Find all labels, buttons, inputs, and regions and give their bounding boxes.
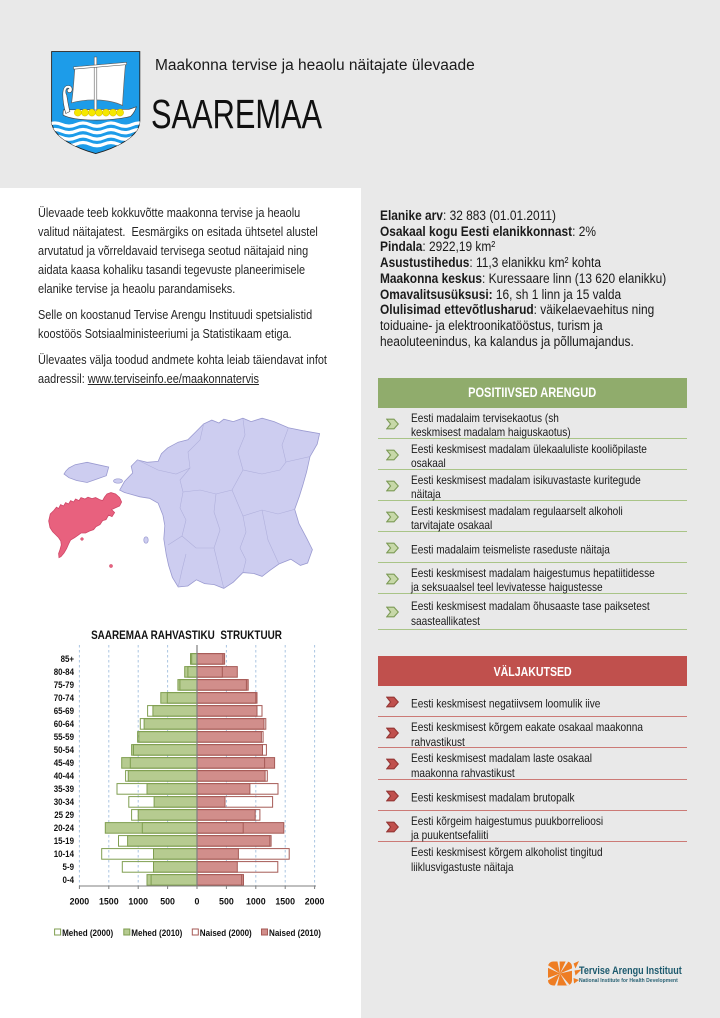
svg-text:85+: 85+	[61, 654, 75, 665]
svg-text:75-79: 75-79	[54, 680, 75, 691]
svg-text:0-4: 0-4	[63, 875, 75, 886]
svg-text:5-9: 5-9	[63, 862, 75, 873]
svg-text:25 29: 25 29	[54, 810, 74, 821]
svg-text:50-54: 50-54	[54, 745, 75, 756]
svg-text:2000: 2000	[305, 896, 325, 906]
svg-text:2000: 2000	[70, 896, 90, 906]
svg-text:35-39: 35-39	[54, 784, 75, 795]
svg-text:Naised (2010): Naised (2010)	[269, 927, 321, 938]
svg-text:SAAREMAA RAHVASTIKU STRUKTUUR: SAAREMAA RAHVASTIKU STRUKTUUR	[91, 629, 282, 642]
svg-text:500: 500	[219, 896, 234, 906]
svg-text:60-64: 60-64	[54, 719, 75, 730]
svg-text:10-14: 10-14	[54, 849, 75, 860]
svg-text:1000: 1000	[128, 896, 148, 906]
svg-text:Naised (2000): Naised (2000)	[200, 927, 252, 938]
svg-text:45-49: 45-49	[54, 758, 75, 769]
svg-text:30-34: 30-34	[54, 797, 75, 808]
svg-text:80-84: 80-84	[54, 667, 75, 678]
svg-text:1500: 1500	[99, 896, 119, 906]
svg-text:20-24: 20-24	[54, 823, 75, 834]
svg-text:40-44: 40-44	[54, 771, 75, 782]
svg-text:500: 500	[160, 896, 175, 906]
svg-text:70-74: 70-74	[54, 693, 75, 704]
svg-text:55-59: 55-59	[54, 732, 75, 743]
svg-text:0: 0	[195, 896, 200, 906]
svg-text:Mehed (2000): Mehed (2000)	[62, 927, 113, 938]
svg-text:1500: 1500	[275, 896, 295, 906]
svg-text:1000: 1000	[246, 896, 266, 906]
svg-text:65-69: 65-69	[54, 706, 75, 717]
svg-text:Mehed (2010): Mehed (2010)	[131, 927, 182, 938]
svg-text:15-19: 15-19	[54, 836, 75, 847]
